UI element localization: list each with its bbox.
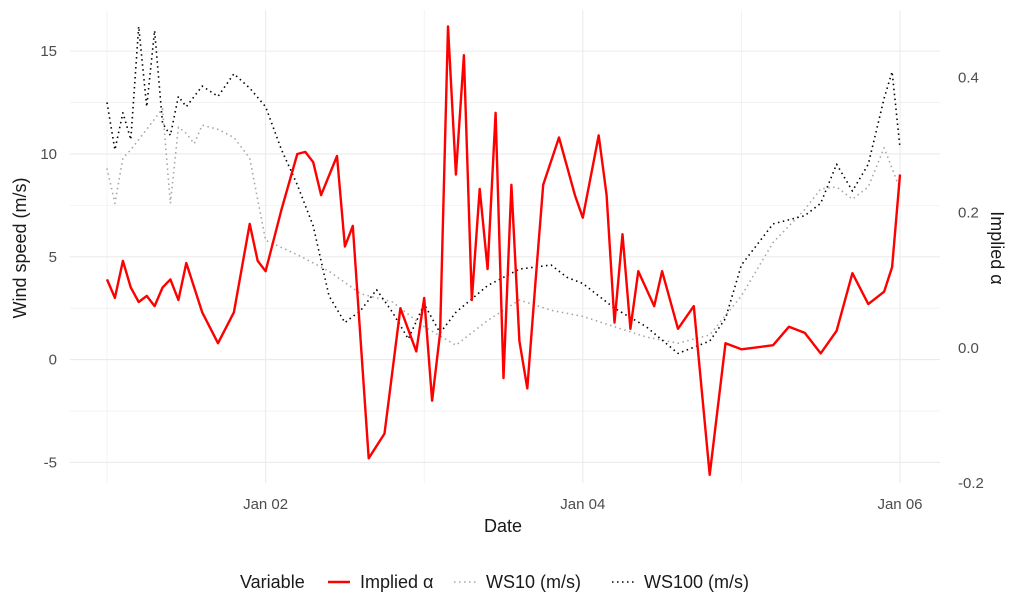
series-line-ws100: [106, 25, 901, 355]
series-lines: [105, 25, 902, 476]
legend: Variable Implied α WS10 (m/s) WS100 (m/s…: [240, 572, 749, 592]
y-right-tick-label: 0.2: [958, 205, 979, 222]
y-right-tick-label: 0.0: [958, 340, 979, 357]
x-tick-label: Jan 06: [877, 496, 922, 513]
y-right-tick-label: -0.2: [958, 475, 984, 492]
x-tick-label: Jan 02: [243, 496, 288, 513]
y-left-tick-label: -5: [44, 454, 57, 471]
x-axis-title: Date: [484, 516, 522, 536]
y-right-tick-label: 0.4: [958, 70, 979, 87]
y-left-tick-label: 5: [49, 249, 57, 266]
series-line-implied-alpha: [105, 25, 902, 476]
y-left-tick-label: 15: [40, 43, 57, 60]
series-line-ws10: [106, 107, 901, 347]
y-axis-right-title: Implied α: [987, 211, 1007, 284]
y-left-tick-label: 0: [49, 352, 57, 369]
axis-ticks: -5 0 5 10 15 -0.2 0.0 0.2 0.4 Jan 02 Jan 04 Jan 06: [40, 43, 984, 513]
legend-title: Variable: [240, 572, 305, 592]
y-left-tick-label: 10: [40, 146, 57, 163]
legend-label-ws100: WS100 (m/s): [644, 572, 749, 592]
x-tick-label: Jan 04: [560, 496, 605, 513]
y-axis-left-title: Wind speed (m/s): [10, 177, 30, 318]
legend-label-ws10: WS10 (m/s): [486, 572, 581, 592]
legend-label-implied: Implied α: [360, 572, 433, 592]
grid-lines: [70, 10, 940, 483]
